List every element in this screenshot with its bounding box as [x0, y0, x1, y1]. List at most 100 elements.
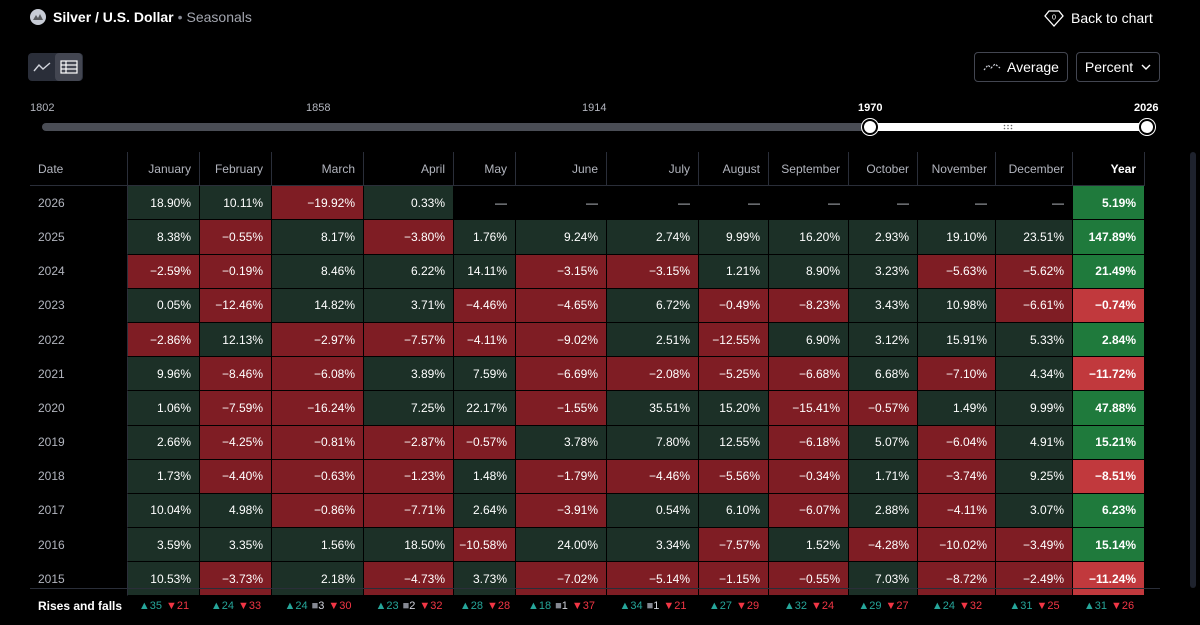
month-return-cell[interactable]: −6.04%: [918, 425, 996, 460]
month-return-cell[interactable]: 1.71%: [849, 459, 918, 494]
month-return-cell[interactable]: 24.00%: [516, 528, 607, 563]
month-return-cell[interactable]: —: [699, 186, 769, 221]
month-return-cell[interactable]: 3.71%: [364, 288, 454, 323]
month-return-cell[interactable]: —: [918, 186, 996, 221]
month-return-cell[interactable]: −1.23%: [364, 459, 454, 494]
month-return-cell[interactable]: 3.73%: [454, 562, 516, 597]
month-return-cell[interactable]: −19.92%: [272, 186, 364, 221]
month-return-cell[interactable]: −12.46%: [200, 288, 272, 323]
month-return-cell[interactable]: 1.76%: [454, 220, 516, 255]
month-return-cell[interactable]: −4.11%: [454, 322, 516, 358]
month-return-cell[interactable]: −3.15%: [516, 254, 607, 289]
average-button[interactable]: Average: [974, 52, 1068, 82]
month-return-cell[interactable]: —: [769, 186, 849, 221]
timeline-start-handle[interactable]: [862, 119, 878, 135]
month-return-cell[interactable]: −0.49%: [699, 288, 769, 323]
month-return-cell[interactable]: −7.10%: [918, 357, 996, 392]
month-return-cell[interactable]: −7.57%: [699, 528, 769, 563]
month-return-cell[interactable]: 14.82%: [272, 288, 364, 323]
month-return-cell[interactable]: −6.08%: [272, 357, 364, 392]
month-return-cell[interactable]: −4.46%: [607, 459, 699, 494]
year-return-cell[interactable]: −11.72%: [1073, 357, 1145, 392]
month-return-cell[interactable]: 5.07%: [849, 425, 918, 460]
month-return-cell[interactable]: 3.34%: [607, 528, 699, 563]
month-return-cell[interactable]: 18.50%: [364, 528, 454, 563]
month-return-cell[interactable]: 12.13%: [200, 322, 272, 358]
month-return-cell[interactable]: 6.10%: [699, 493, 769, 529]
unit-select[interactable]: Percent: [1076, 52, 1160, 82]
month-return-cell[interactable]: −3.15%: [607, 254, 699, 289]
month-return-cell[interactable]: 1.52%: [769, 528, 849, 563]
month-return-cell[interactable]: 10.53%: [128, 562, 200, 597]
month-return-cell[interactable]: 3.59%: [128, 528, 200, 563]
month-return-cell[interactable]: 2.74%: [607, 220, 699, 255]
month-return-cell[interactable]: 2.88%: [849, 493, 918, 529]
month-return-cell[interactable]: −2.08%: [607, 357, 699, 392]
year-return-cell[interactable]: −0.74%: [1073, 288, 1145, 323]
month-return-cell[interactable]: —: [607, 186, 699, 221]
month-return-cell[interactable]: 2.64%: [454, 493, 516, 529]
year-return-cell[interactable]: −8.51%: [1073, 459, 1145, 494]
month-return-cell[interactable]: −4.65%: [516, 288, 607, 323]
month-return-cell[interactable]: −5.25%: [699, 357, 769, 392]
month-return-cell[interactable]: 2.51%: [607, 322, 699, 358]
month-return-cell[interactable]: −0.81%: [272, 425, 364, 460]
timeline-selected-range[interactable]: [870, 123, 1147, 131]
month-return-cell[interactable]: −6.18%: [769, 425, 849, 460]
back-to-chart-button[interactable]: 0 Back to chart: [1044, 8, 1153, 28]
month-return-cell[interactable]: —: [849, 186, 918, 221]
month-return-cell[interactable]: −6.68%: [769, 357, 849, 392]
month-return-cell[interactable]: −6.69%: [516, 357, 607, 392]
month-return-cell[interactable]: 0.54%: [607, 493, 699, 529]
month-return-cell[interactable]: 3.12%: [849, 322, 918, 358]
month-return-cell[interactable]: −5.14%: [607, 562, 699, 597]
month-return-cell[interactable]: −5.62%: [996, 254, 1073, 289]
month-return-cell[interactable]: −0.57%: [849, 391, 918, 426]
month-return-cell[interactable]: −1.15%: [699, 562, 769, 597]
month-return-cell[interactable]: 7.80%: [607, 425, 699, 460]
month-return-cell[interactable]: 35.51%: [607, 391, 699, 426]
month-return-cell[interactable]: −0.19%: [200, 254, 272, 289]
month-return-cell[interactable]: 8.38%: [128, 220, 200, 255]
month-return-cell[interactable]: 3.07%: [996, 493, 1073, 529]
month-return-cell[interactable]: −0.63%: [272, 459, 364, 494]
month-return-cell[interactable]: 1.73%: [128, 459, 200, 494]
month-return-cell[interactable]: 10.11%: [200, 186, 272, 221]
timeline-end-handle[interactable]: [1139, 119, 1155, 135]
month-return-cell[interactable]: 19.10%: [918, 220, 996, 255]
month-return-cell[interactable]: 1.06%: [128, 391, 200, 426]
month-return-cell[interactable]: 16.20%: [769, 220, 849, 255]
month-return-cell[interactable]: 6.90%: [769, 322, 849, 358]
month-return-cell[interactable]: 15.20%: [699, 391, 769, 426]
month-return-cell[interactable]: 10.04%: [128, 493, 200, 529]
month-return-cell[interactable]: —: [516, 186, 607, 221]
month-return-cell[interactable]: −4.28%: [849, 528, 918, 563]
month-return-cell[interactable]: −7.02%: [516, 562, 607, 597]
month-return-cell[interactable]: 8.17%: [272, 220, 364, 255]
table-view-button[interactable]: [55, 53, 82, 81]
month-return-cell[interactable]: −2.59%: [128, 254, 200, 289]
month-return-cell[interactable]: 9.99%: [699, 220, 769, 255]
month-return-cell[interactable]: 3.78%: [516, 425, 607, 460]
month-return-cell[interactable]: 6.68%: [849, 357, 918, 392]
month-return-cell[interactable]: −8.23%: [769, 288, 849, 323]
month-return-cell[interactable]: −6.07%: [769, 493, 849, 529]
month-return-cell[interactable]: −12.55%: [699, 322, 769, 358]
month-return-cell[interactable]: −3.74%: [918, 459, 996, 494]
month-return-cell[interactable]: −0.55%: [200, 220, 272, 255]
month-return-cell[interactable]: −1.55%: [516, 391, 607, 426]
year-return-cell[interactable]: −11.24%: [1073, 562, 1145, 597]
month-return-cell[interactable]: −15.41%: [769, 391, 849, 426]
year-return-cell[interactable]: 6.23%: [1073, 493, 1145, 529]
month-return-cell[interactable]: −6.61%: [996, 288, 1073, 323]
month-return-cell[interactable]: 18.90%: [128, 186, 200, 221]
month-return-cell[interactable]: −3.73%: [200, 562, 272, 597]
month-return-cell[interactable]: −4.11%: [918, 493, 996, 529]
month-return-cell[interactable]: 2.18%: [272, 562, 364, 597]
month-return-cell[interactable]: 3.23%: [849, 254, 918, 289]
month-return-cell[interactable]: 9.25%: [996, 459, 1073, 494]
month-return-cell[interactable]: −16.24%: [272, 391, 364, 426]
month-return-cell[interactable]: −0.86%: [272, 493, 364, 529]
month-return-cell[interactable]: 0.33%: [364, 186, 454, 221]
month-return-cell[interactable]: −3.49%: [996, 528, 1073, 563]
